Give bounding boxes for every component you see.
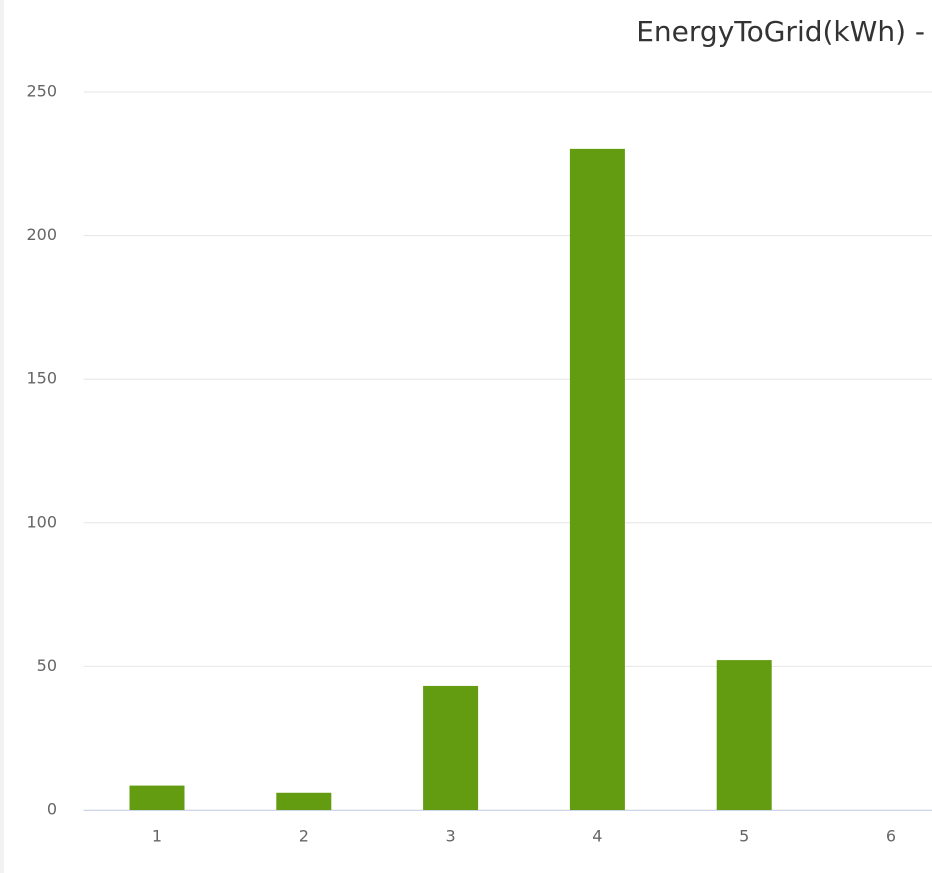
y-tick-label: 150 — [26, 369, 57, 388]
y-tick-label: 100 — [26, 512, 57, 531]
x-tick-label: 5 — [739, 827, 749, 846]
bar — [276, 792, 332, 810]
y-tick-label: 50 — [37, 656, 57, 675]
left-edge — [0, 0, 4, 873]
x-tick-label: 1 — [152, 827, 162, 846]
chart-title: EnergyToGrid(kWh) - — [636, 15, 925, 48]
x-tick-label: 2 — [299, 827, 309, 846]
bar — [716, 660, 772, 810]
bar — [423, 685, 479, 810]
y-tick-label: 250 — [26, 82, 57, 101]
x-tick-label: 4 — [592, 827, 602, 846]
y-tick-label: 200 — [26, 225, 57, 244]
bar — [569, 148, 625, 810]
x-tick-label: 3 — [446, 827, 456, 846]
x-tick-label: 6 — [886, 827, 896, 846]
y-tick-label: 0 — [47, 800, 57, 819]
bar — [129, 785, 185, 810]
